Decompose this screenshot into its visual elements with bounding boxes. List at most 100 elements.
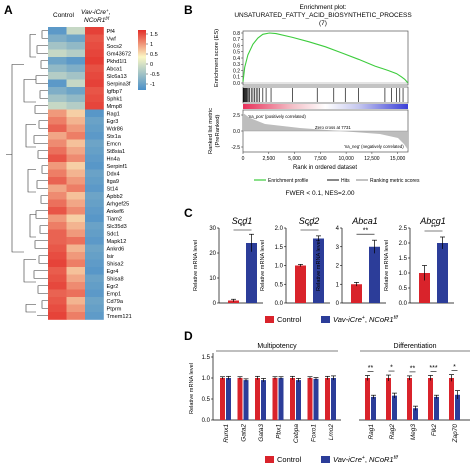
significance-label: ** — [240, 224, 246, 231]
bar-control — [237, 378, 243, 420]
significance-label: ** — [307, 224, 313, 231]
gsea-stats: FWER < 0.1, NES=2.00 — [285, 190, 354, 197]
panel-c-y-tick-label: 2.0 — [399, 241, 408, 247]
heatmap-cell — [85, 94, 104, 103]
panel-c-chart-title: Abcg1 — [419, 216, 446, 226]
panel-c-chart-title: Scd1 — [232, 216, 253, 226]
bar-knockout — [437, 243, 448, 303]
heatmap-cell — [85, 72, 104, 80]
significance-label: ** — [431, 225, 437, 232]
bar-control — [272, 378, 278, 420]
bar-knockout — [413, 408, 418, 420]
heatmap-cell — [66, 297, 86, 305]
panel-d-category-label: Lmo2 — [328, 424, 335, 441]
heatmap-cell — [85, 244, 104, 253]
heatmap-cell — [48, 64, 67, 73]
heatmap-gene-label: Egr3 — [107, 119, 119, 125]
gsea-x-tick-label: 0 — [242, 156, 245, 162]
panel-c-y-tick-label: 20 — [209, 251, 216, 257]
heatmap-gene-label: Egr4 — [107, 269, 119, 275]
heatmap-legend-tick-label: -1 — [150, 82, 155, 88]
gsea-es-tick-label: 0.5 — [233, 50, 240, 56]
legend-d-ko-swatch — [321, 456, 330, 463]
bar-control — [407, 378, 412, 420]
gsea-title-1: Enrichment plot: — [300, 4, 347, 11]
heatmap-gene-label: Serpina3f — [107, 82, 131, 88]
heatmap-gene-label: Mmp8 — [107, 104, 123, 110]
heatmap-legend-tick-label: 1 — [150, 42, 153, 48]
heatmap-cell — [48, 214, 67, 223]
heatmap-cell — [66, 139, 86, 148]
heatmap-cell — [85, 57, 104, 65]
legend-d-control-swatch — [265, 456, 274, 463]
gsea-es-tick-label: 0.3 — [233, 62, 240, 68]
heatmap-gene-label: Cd79a — [107, 299, 124, 305]
heatmap-cell — [85, 297, 104, 305]
panel-label-d: D — [184, 329, 193, 343]
significance-label: * — [390, 365, 393, 372]
heatmap-cell — [85, 154, 104, 163]
panel-d-category-label: Runx1 — [223, 424, 230, 443]
heatmap-cell — [66, 207, 86, 215]
gsea-x-tick-label: 5,000 — [288, 156, 301, 162]
gsea-hits-frame — [242, 86, 409, 104]
panel-c-y-tick-label: 0 — [213, 301, 217, 307]
bar-control — [325, 378, 330, 420]
panel-c-y-tick-label: 0 — [336, 301, 340, 307]
heatmap-cell — [48, 237, 67, 245]
heatmap-legend-ticks: 1.5 1 0.5 0 -0.5 -1 — [146, 32, 160, 88]
bar-knockout — [313, 238, 324, 303]
heatmap-cell — [48, 147, 67, 155]
heatmap-cell — [85, 34, 104, 43]
heatmap-col-label-control: Control — [53, 12, 75, 19]
gsea-metric-ylabel-1: Ranked list metric — [208, 108, 214, 154]
heatmap-cell — [85, 252, 104, 260]
heatmap-cell — [66, 124, 86, 133]
bar-control — [307, 378, 313, 420]
heatmap-cell — [48, 94, 67, 103]
gsea-neg-label: 'na_neg' (negatively correlated) — [344, 144, 404, 149]
heatmap-cell — [66, 72, 86, 80]
panel-c-chart-scd1: Scd1 Relative mRNA level 0 10 20 30 ** — [193, 216, 263, 307]
heatmap-cell — [66, 169, 86, 178]
heatmap-gene-label: Tiam2 — [107, 217, 122, 223]
gsea-ranking-metric-area — [243, 113, 408, 150]
panel-d-category-label: Foxo1 — [311, 424, 318, 442]
heatmap-cell — [48, 57, 67, 65]
heatmap-cell — [48, 229, 67, 238]
bar-control — [295, 265, 306, 303]
heatmap-cell — [48, 297, 67, 305]
panel-c-y-tick-label: 1.0 — [399, 271, 408, 277]
bar-knockout — [226, 378, 231, 420]
heatmap-gene-label: Serpinf1 — [107, 164, 128, 170]
panel-c-y-tick-label: 4 — [336, 226, 340, 232]
panel-d-category-label: Gata2 — [241, 424, 248, 442]
gsea-pos-label: 'na_pos' (positively correlated) — [248, 114, 306, 119]
legend-c-ko: Vav-iCre+, NCoR1f/f — [333, 315, 398, 324]
heatmap-cell — [48, 289, 67, 298]
heatmap-cell — [48, 267, 67, 275]
heatmap-gene-label: Emp1 — [107, 292, 122, 298]
heatmap-cell — [66, 304, 86, 313]
bar-knockout — [278, 378, 284, 420]
panel-c-ylabel: Relative mRNA level — [384, 240, 390, 291]
heatmap-cell — [85, 124, 104, 133]
gsea-title-3: (7) — [319, 20, 327, 27]
gsea-x-tick-label: 7,500 — [314, 156, 327, 162]
legend-ranking-metric: Ranking metric scores — [370, 178, 420, 184]
heatmap-cell — [85, 199, 104, 208]
significance-label: ** — [368, 365, 374, 372]
bar-control — [449, 378, 454, 420]
heatmap-cell — [48, 132, 67, 140]
gsea-es-tick-label: 0.2 — [233, 68, 240, 74]
heatmap-cell — [66, 79, 86, 88]
bar-control — [419, 273, 430, 303]
heatmap-cell — [48, 87, 67, 95]
significance-label: *** — [429, 365, 437, 372]
heatmap-cell — [48, 192, 67, 200]
gsea-es-ticks: 0.80.70.60.50.40.30.20.10.0 — [233, 31, 243, 87]
gsea-enrichment-curve — [242, 32, 409, 84]
gsea-ranking-colorbar — [243, 104, 408, 109]
panel-d-y-tick-label: 0.5 — [202, 397, 211, 403]
